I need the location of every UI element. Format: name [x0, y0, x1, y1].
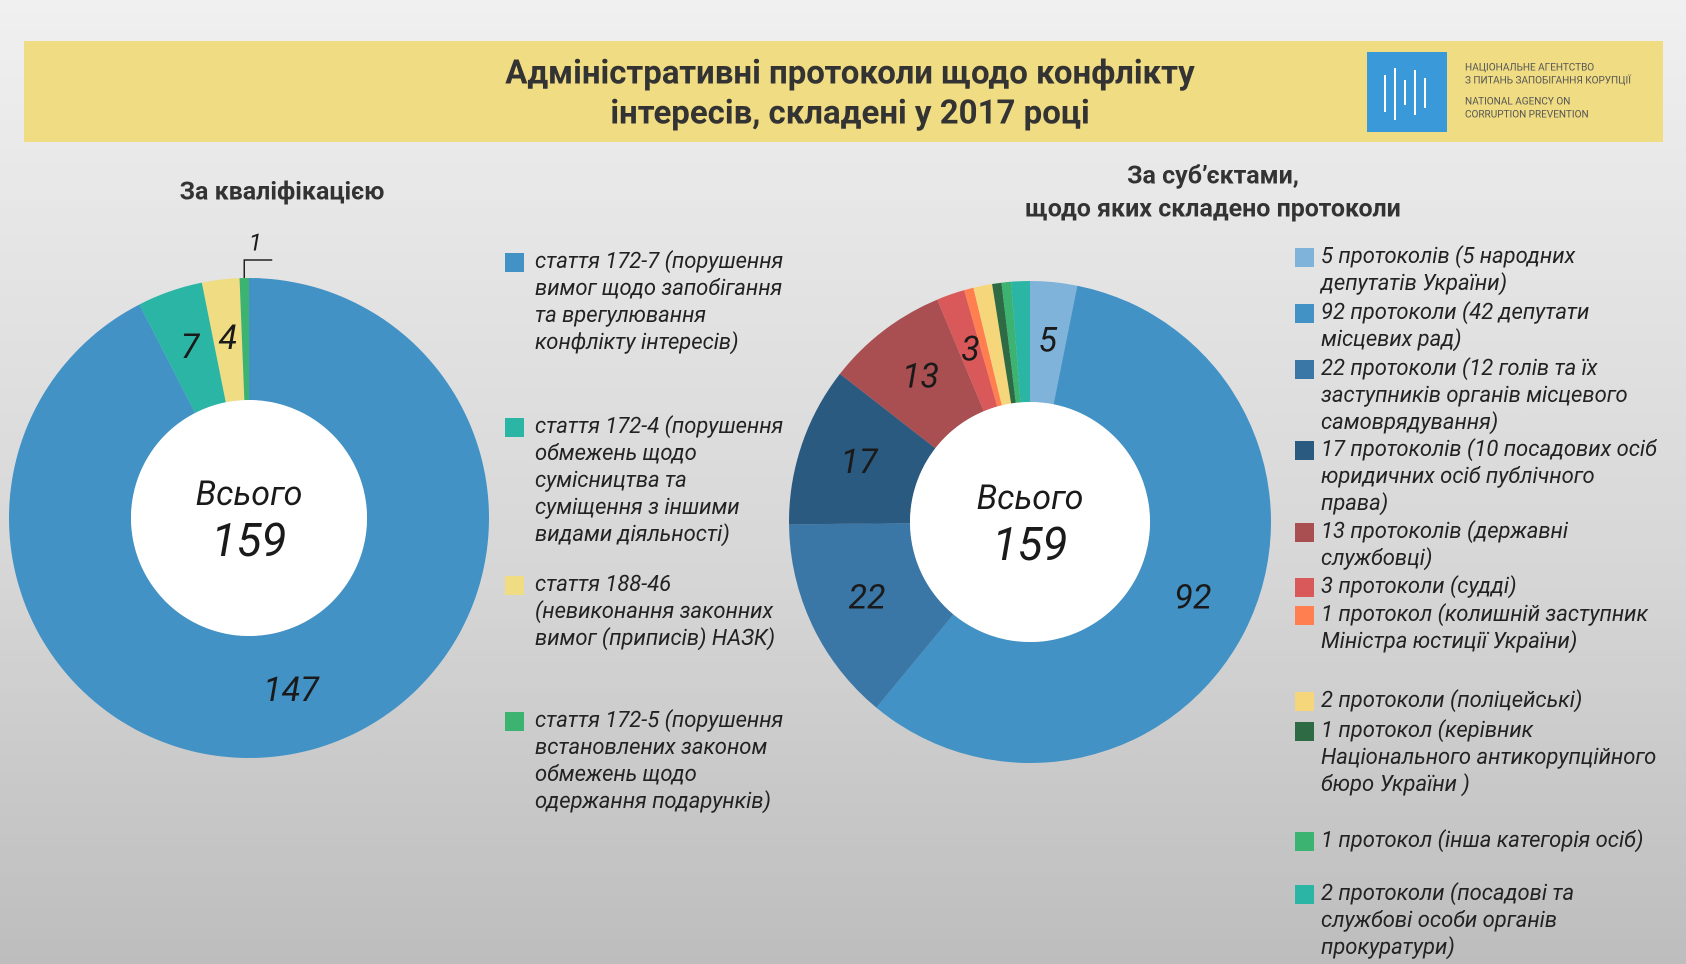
- donut-hole: [131, 400, 367, 636]
- data-label: 147: [263, 670, 320, 710]
- legend-swatch: [505, 712, 524, 731]
- donut-slice: [139, 282, 226, 414]
- header-title: Адміністративні протоколи щодо конфлікту: [505, 54, 1195, 93]
- donut-slice: [839, 299, 984, 449]
- legend-entry: 1 протокол (керівник Національного антик…: [1321, 718, 1657, 797]
- logo-text: З ПИТАНЬ ЗАПОБІГАННЯ КОРУПЦІЇ: [1465, 74, 1631, 87]
- legend-swatch: [1295, 578, 1314, 597]
- chart-title: щодо яких складено протоколи: [1025, 195, 1401, 224]
- header-title: інтересів, складені у 2017 році: [610, 94, 1089, 133]
- legend-entry: стаття 188-46 (невиконання законних вимо…: [535, 572, 776, 651]
- donut-hole: [910, 402, 1150, 642]
- donut-slice: [8, 278, 489, 758]
- center-total: 159: [992, 518, 1067, 572]
- donut-slice: [789, 523, 954, 708]
- center-label: Всього: [196, 474, 303, 514]
- legend-swatch: [1295, 692, 1314, 711]
- legend-entry: 5 протоколів (5 народних депутатів Украї…: [1321, 244, 1576, 296]
- leader-line: [243, 259, 273, 279]
- data-label: 92: [1174, 578, 1211, 618]
- center-label: Всього: [977, 478, 1084, 518]
- legend-swatch: [505, 253, 524, 272]
- legend-entry: 92 протоколи (42 депутати місцевих рад): [1321, 300, 1590, 352]
- legend-entry: 17 протоколів (10 посадових осіб юридичн…: [1321, 437, 1657, 516]
- donut-slice: [239, 278, 249, 401]
- donut-slice: [1010, 281, 1030, 403]
- legend-swatch: [505, 418, 524, 437]
- legend-swatch: [1295, 304, 1314, 323]
- logo-text: NATIONAL AGENCY ON: [1465, 97, 1570, 108]
- chart-title: За суб’єктами,: [1127, 162, 1299, 191]
- legend-entry: 1 протокол (колишній заступник Міністра …: [1321, 602, 1649, 654]
- data-label: 17: [840, 442, 879, 482]
- logo-text: CORRUPTION PREVENTION: [1465, 110, 1589, 121]
- logo: [1367, 52, 1447, 132]
- donut-slice: [964, 287, 1002, 407]
- donut-slice: [789, 373, 936, 525]
- legend-swatch: [1295, 523, 1314, 542]
- donut-slice: [1030, 281, 1078, 405]
- legend-entry: 1 протокол (інша категорія осіб): [1321, 828, 1644, 853]
- legend-entry: стаття 172-7 (порушення вимог щодо запоб…: [535, 249, 784, 355]
- donut-slice: [973, 284, 1012, 406]
- donut-slice: [201, 278, 245, 403]
- legend-entry: 22 протоколи (12 голів та їх заступників…: [1321, 356, 1628, 435]
- donut-slice: [937, 290, 998, 412]
- logo-text: НАЦІОНАЛЬНЕ АГЕНТСТВО: [1465, 63, 1594, 74]
- data-label: 4: [219, 318, 238, 358]
- legend-entry: 2 протоколи (поліцейські): [1321, 688, 1583, 713]
- donut-slice: [992, 282, 1016, 404]
- donut-slice: [876, 285, 1271, 764]
- legend-entry: стаття 172-4 (порушення обмежень щодо су…: [535, 414, 784, 547]
- data-label: 22: [849, 578, 886, 618]
- data-label: 13: [902, 357, 939, 397]
- legend-swatch: [1295, 722, 1314, 741]
- data-label: 5: [1039, 320, 1058, 360]
- legend-swatch: [1295, 248, 1314, 267]
- data-label: 3: [961, 330, 980, 370]
- data-label: 7: [181, 327, 201, 367]
- donut-slice: [1001, 281, 1021, 403]
- chart-title: За кваліфікацією: [180, 178, 385, 207]
- data-label: 1: [249, 228, 262, 256]
- legend-swatch: [1295, 360, 1314, 379]
- center-total: 159: [211, 514, 286, 568]
- logo-lines: [1384, 68, 1426, 120]
- legend-entry: 2 протоколи (посадові та службові особи …: [1321, 881, 1575, 960]
- legend-entry: 13 протоколів (державні службовці): [1321, 519, 1569, 571]
- legend-swatch: [1295, 606, 1314, 625]
- legend-swatch: [1295, 885, 1314, 904]
- legend-swatch: [1295, 441, 1314, 460]
- legend-entry: 3 протоколи (судді): [1321, 574, 1517, 599]
- legend-swatch: [505, 576, 524, 595]
- legend-swatch: [1295, 832, 1314, 851]
- legend-entry: стаття 172-5 (порушення встановлених зак…: [535, 708, 784, 814]
